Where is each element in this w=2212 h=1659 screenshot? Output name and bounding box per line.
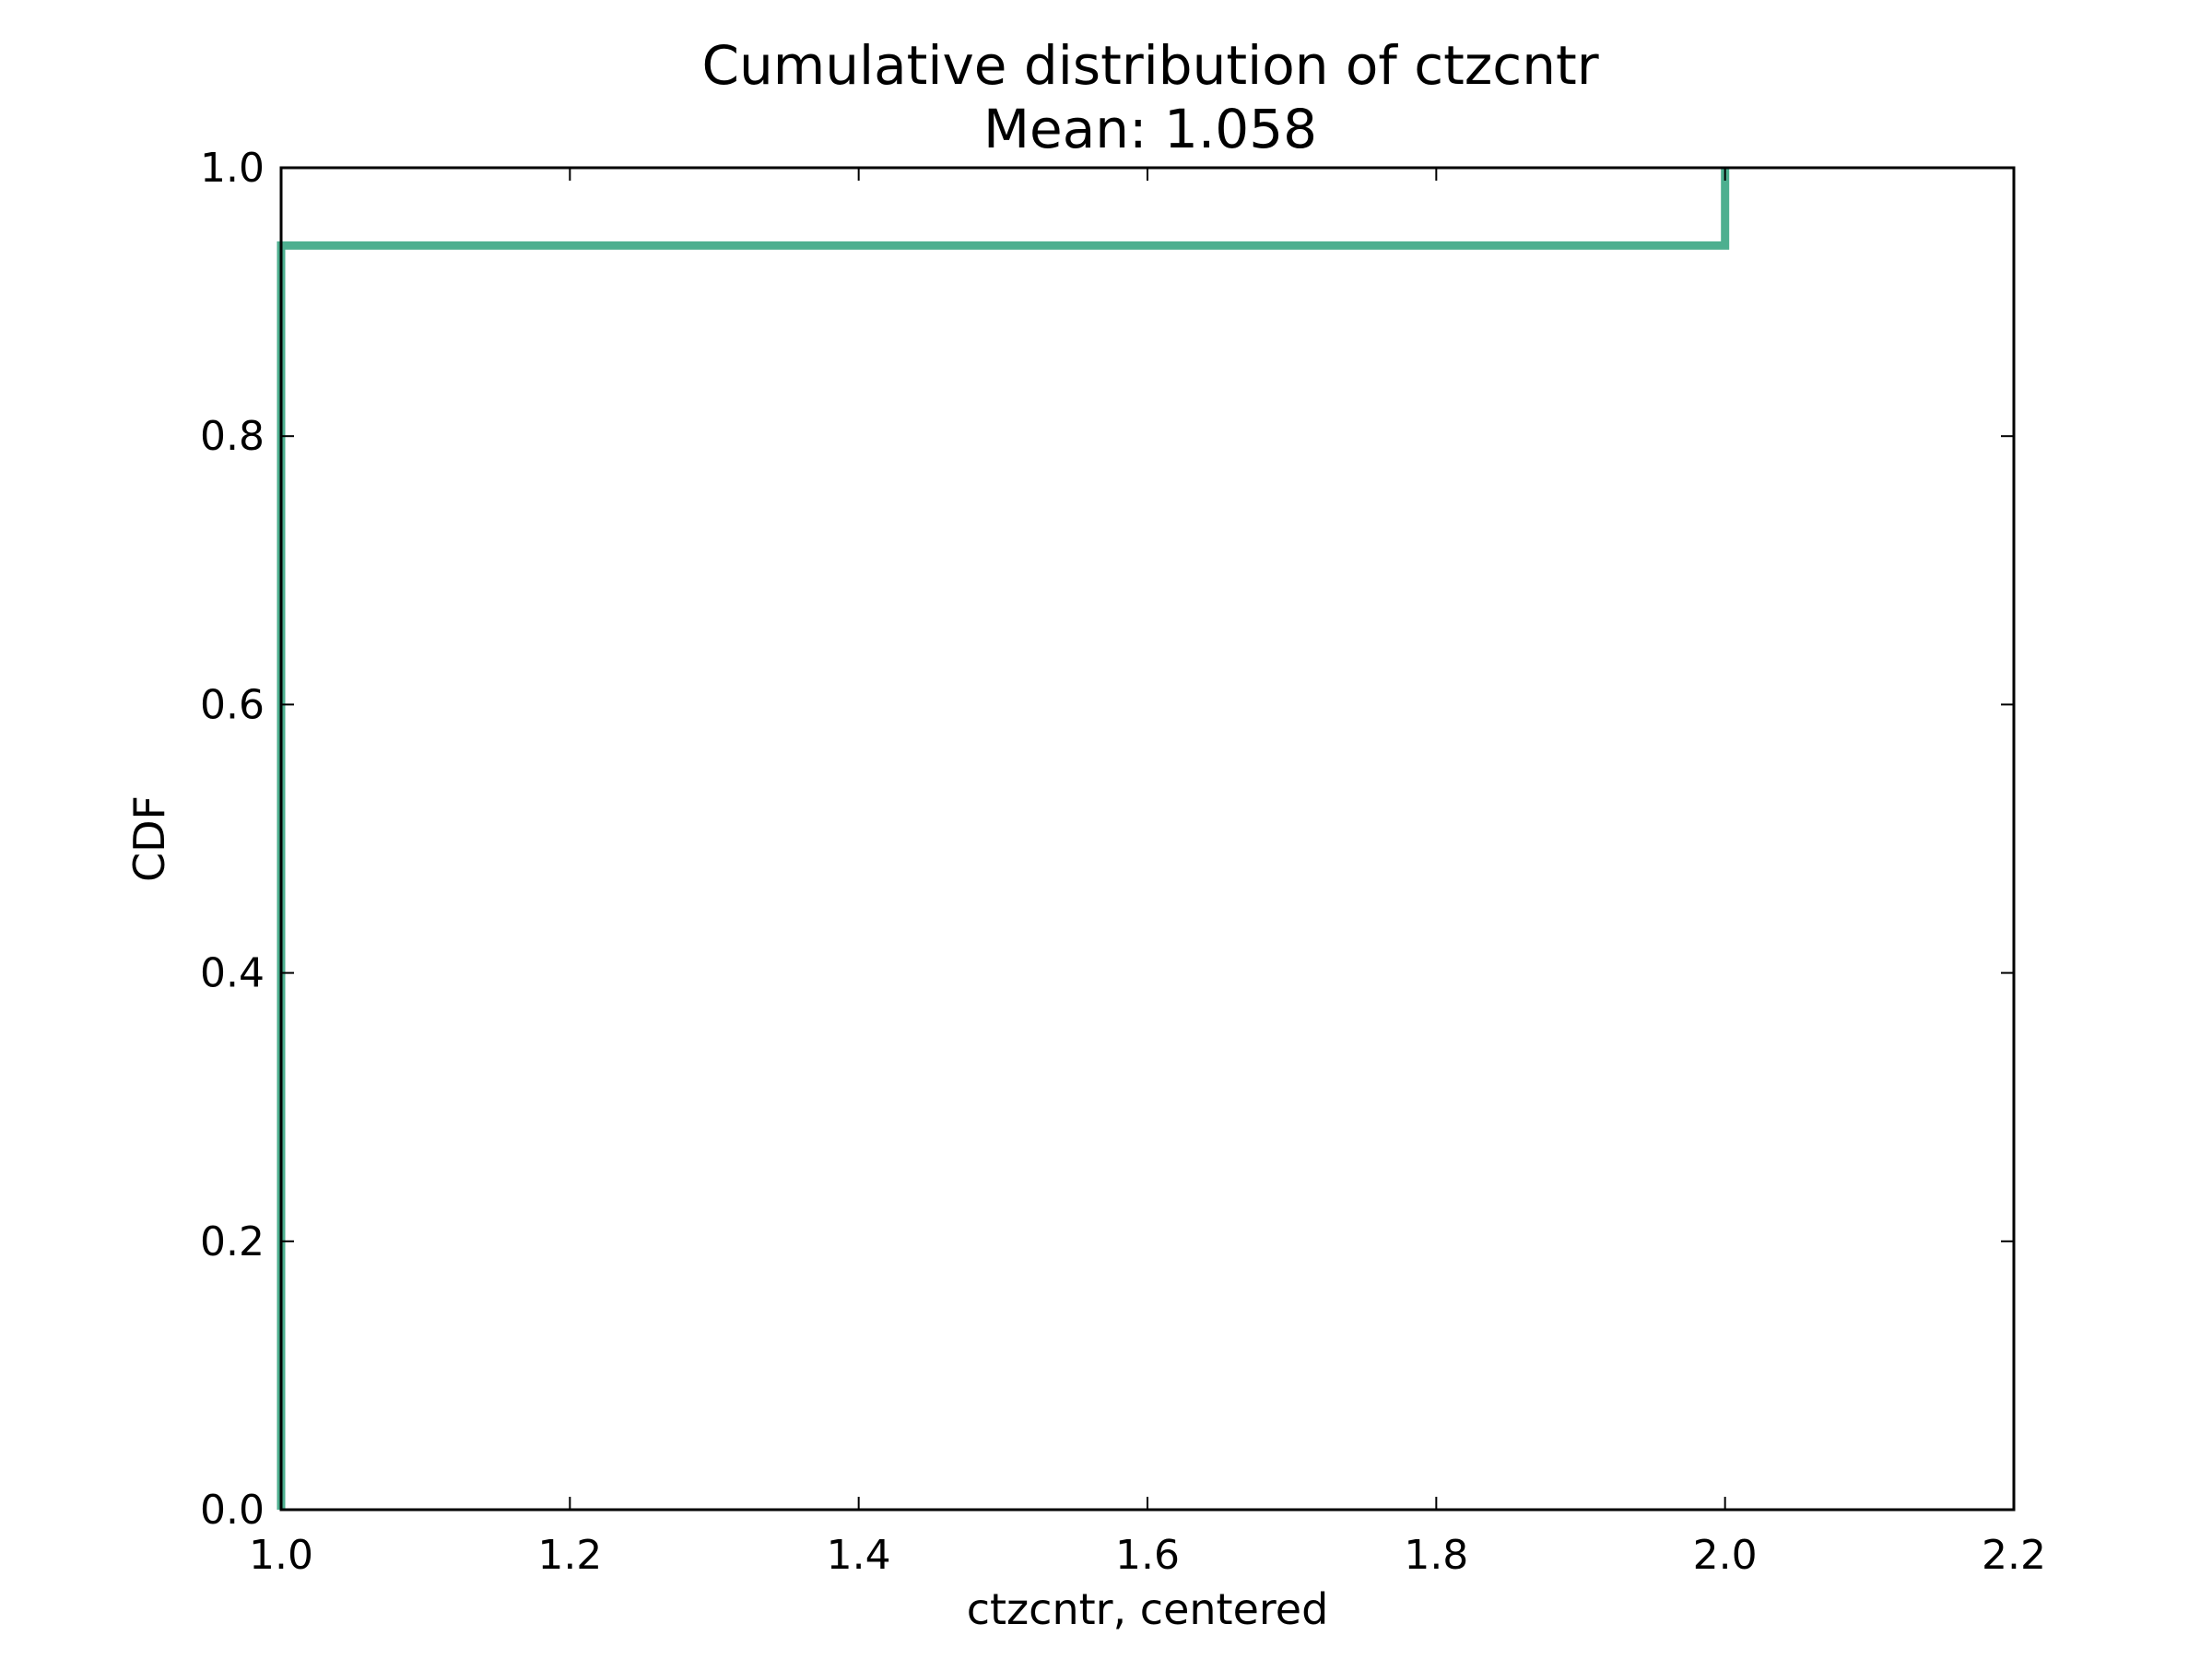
y-axis-label: CDF <box>124 795 174 882</box>
y-tick-label: 1.0 <box>200 145 265 192</box>
y-tick-label: 0.0 <box>200 1487 265 1534</box>
chart-subtitle: Mean: 1.058 <box>983 98 1317 160</box>
x-tick-label: 2.2 <box>1982 1532 2046 1579</box>
y-tick-label: 0.4 <box>200 950 265 997</box>
x-tick-label: 2.0 <box>1693 1532 1758 1579</box>
y-tick-label: 0.8 <box>200 413 265 460</box>
x-tick-label: 1.2 <box>537 1532 602 1579</box>
x-tick-label: 1.4 <box>827 1532 891 1579</box>
tick-layer: 1.0 1.2 1.4 1.6 1.8 2.0 2.2 0.0 0.2 0.4 0.6 0.8 1.0 <box>200 145 2046 1579</box>
x-axis-label: ctzcntr, centered <box>967 1584 1329 1634</box>
x-tick-label: 1.0 <box>249 1532 313 1579</box>
chart-title: Cumulative distribution of ctzcntr <box>701 34 1598 97</box>
y-tick-label: 0.2 <box>200 1218 265 1265</box>
plot-frame <box>279 166 2016 1512</box>
y-tick-label: 0.6 <box>200 681 265 728</box>
x-tick-label: 1.8 <box>1404 1532 1468 1579</box>
x-tick-label: 1.6 <box>1115 1532 1180 1579</box>
